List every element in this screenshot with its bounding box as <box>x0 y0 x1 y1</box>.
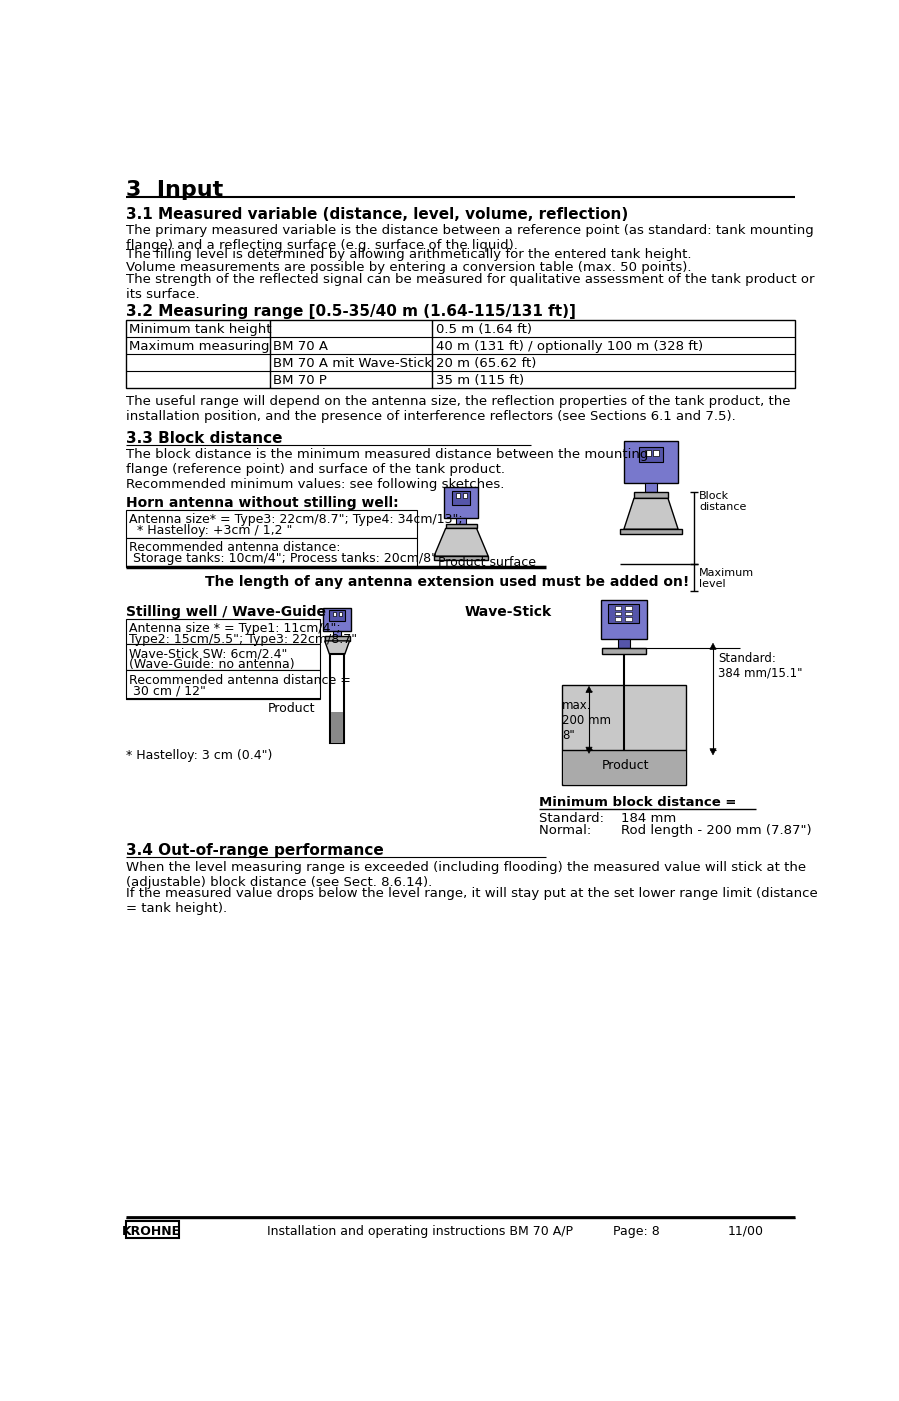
Bar <box>602 647 645 654</box>
Text: 11/00: 11/00 <box>727 1224 763 1237</box>
Bar <box>615 616 621 621</box>
Bar <box>463 493 467 497</box>
Bar <box>127 319 795 388</box>
Text: The length of any antenna extension used must be added on!: The length of any antenna extension used… <box>205 574 690 588</box>
Text: The useful range will depend on the antenna size, the reflection properties of t: The useful range will depend on the ante… <box>127 395 791 423</box>
Bar <box>334 630 341 636</box>
Bar <box>626 616 632 621</box>
Polygon shape <box>710 748 717 755</box>
Text: (Wave-Guide: no antenna): (Wave-Guide: no antenna) <box>129 658 295 671</box>
Text: Wave-Stick SW: 6cm/2.4": Wave-Stick SW: 6cm/2.4" <box>129 647 288 660</box>
Text: 3.4 Out-of-range performance: 3.4 Out-of-range performance <box>127 842 384 857</box>
Text: If the measured value drops below the level range, it will stay put at the set l: If the measured value drops below the le… <box>127 887 818 915</box>
Text: The strength of the reflected signal can be measured for qualitative assessment : The strength of the reflected signal can… <box>127 273 814 301</box>
Text: * Hastelloy: 3 cm (0.4"): * Hastelloy: 3 cm (0.4") <box>127 748 272 762</box>
Text: BM 70 A mit Wave-Stick: BM 70 A mit Wave-Stick <box>272 357 432 370</box>
Bar <box>615 612 621 615</box>
Bar <box>620 530 682 534</box>
Bar <box>457 493 460 497</box>
Polygon shape <box>325 640 350 654</box>
Text: 20 m (65.62 ft): 20 m (65.62 ft) <box>435 357 536 370</box>
Bar <box>457 518 466 524</box>
Bar <box>645 450 651 457</box>
Bar <box>323 608 352 630</box>
Text: Maximum
level: Maximum level <box>699 567 754 590</box>
Text: Antenna size * = Type1: 11cm/4";: Antenna size * = Type1: 11cm/4"; <box>129 622 341 636</box>
Text: Type2: 15cm/5.5"; Type3: 22cm/8.7": Type2: 15cm/5.5"; Type3: 22cm/8.7" <box>129 633 358 646</box>
Text: The block distance is the minimum measured distance between the mounting
flange : The block distance is the minimum measur… <box>127 448 649 492</box>
Text: Installation and operating instructions BM 70 A/P          Page: 8: Installation and operating instructions … <box>267 1224 660 1237</box>
Text: 40 m (131 ft) / optionally 100 m (328 ft): 40 m (131 ft) / optionally 100 m (328 ft… <box>435 340 703 353</box>
Text: 3.1 Measured variable (distance, level, volume, reflection): 3.1 Measured variable (distance, level, … <box>127 206 628 221</box>
Bar <box>339 612 342 616</box>
Bar <box>645 483 657 492</box>
Bar <box>639 447 663 462</box>
Text: Wave-Stick: Wave-Stick <box>465 605 552 619</box>
Text: Stilling well / Wave-Guide: Stilling well / Wave-Guide <box>127 605 326 619</box>
Text: Horn antenna without stilling well:: Horn antenna without stilling well: <box>127 496 399 510</box>
Bar <box>634 492 668 499</box>
Bar <box>624 441 678 483</box>
Text: Product: Product <box>602 759 650 772</box>
Text: Product: Product <box>267 702 315 716</box>
Bar <box>434 556 488 560</box>
Text: 0.5 m (1.64 ft): 0.5 m (1.64 ft) <box>435 322 531 336</box>
Polygon shape <box>586 686 592 692</box>
Text: Standard:
384 mm/15.1": Standard: 384 mm/15.1" <box>718 651 803 679</box>
Text: Product surface: Product surface <box>438 556 536 569</box>
Text: BM 70 P: BM 70 P <box>272 374 326 387</box>
Text: Minimum block distance =: Minimum block distance = <box>539 796 736 810</box>
Bar <box>618 639 630 647</box>
Text: Recommended antenna distance:: Recommended antenna distance: <box>129 541 341 553</box>
Polygon shape <box>624 499 678 530</box>
Bar <box>127 1222 179 1238</box>
Bar <box>127 670 320 699</box>
Bar <box>601 600 647 639</box>
Bar <box>653 450 659 457</box>
Bar <box>127 510 417 538</box>
Text: Block
distance: Block distance <box>699 490 746 513</box>
Text: Standard:    184 mm: Standard: 184 mm <box>539 811 676 825</box>
Bar <box>127 644 320 670</box>
Bar <box>325 636 350 640</box>
Text: Antenna size* = Type3: 22cm/8.7"; Type4: 34cm/13";: Antenna size* = Type3: 22cm/8.7"; Type4:… <box>129 513 463 527</box>
Bar <box>127 538 417 567</box>
Bar <box>444 488 478 518</box>
Bar <box>452 490 470 504</box>
Text: BM 70 A: BM 70 A <box>272 340 328 353</box>
Bar <box>446 524 476 528</box>
Text: When the level measuring range is exceeded (including flooding) the measured val: When the level measuring range is exceed… <box>127 862 806 890</box>
Text: Storage tanks: 10cm/4"; Process tanks: 20cm/8": Storage tanks: 10cm/4"; Process tanks: 2… <box>129 552 438 565</box>
Bar <box>330 654 344 743</box>
Text: KROHNE: KROHNE <box>122 1224 182 1237</box>
Polygon shape <box>434 528 488 556</box>
Text: * Hastelloy: +3cm / 1,2 ": * Hastelloy: +3cm / 1,2 " <box>129 524 293 537</box>
Bar <box>563 751 685 785</box>
Text: Normal:       Rod length - 200 mm (7.87"): Normal: Rod length - 200 mm (7.87") <box>539 824 811 838</box>
Text: 30 cm / 12": 30 cm / 12" <box>129 685 206 698</box>
Text: The filling level is determined by allowing arithmetically for the entered tank : The filling level is determined by allow… <box>127 248 692 261</box>
Text: The primary measured variable is the distance between a reference point (as stan: The primary measured variable is the dis… <box>127 224 814 252</box>
Bar <box>626 607 632 609</box>
Bar <box>329 609 345 621</box>
Text: Maximum measuring: Maximum measuring <box>129 340 270 353</box>
Bar <box>562 685 686 785</box>
Text: 3.2 Measuring range [0.5-35/40 m (1.64-115/131 ft)]: 3.2 Measuring range [0.5-35/40 m (1.64-1… <box>127 304 576 319</box>
Text: 35 m (115 ft): 35 m (115 ft) <box>435 374 524 387</box>
Text: Minimum tank height: Minimum tank height <box>129 322 271 336</box>
Text: 3.3 Block distance: 3.3 Block distance <box>127 432 283 447</box>
Bar <box>626 612 632 615</box>
Bar <box>609 604 639 623</box>
Polygon shape <box>710 643 717 650</box>
Bar <box>127 619 320 644</box>
Text: 3  Input: 3 Input <box>127 179 224 200</box>
Text: Recommended antenna distance =: Recommended antenna distance = <box>129 674 352 686</box>
Bar <box>331 712 343 743</box>
Bar <box>334 612 336 616</box>
Text: Volume measurements are possible by entering a conversion table (max. 50 points): Volume measurements are possible by ente… <box>127 261 692 273</box>
Polygon shape <box>586 747 592 754</box>
Text: max.
200 mm
8": max. 200 mm 8" <box>562 699 611 741</box>
Bar <box>615 607 621 609</box>
